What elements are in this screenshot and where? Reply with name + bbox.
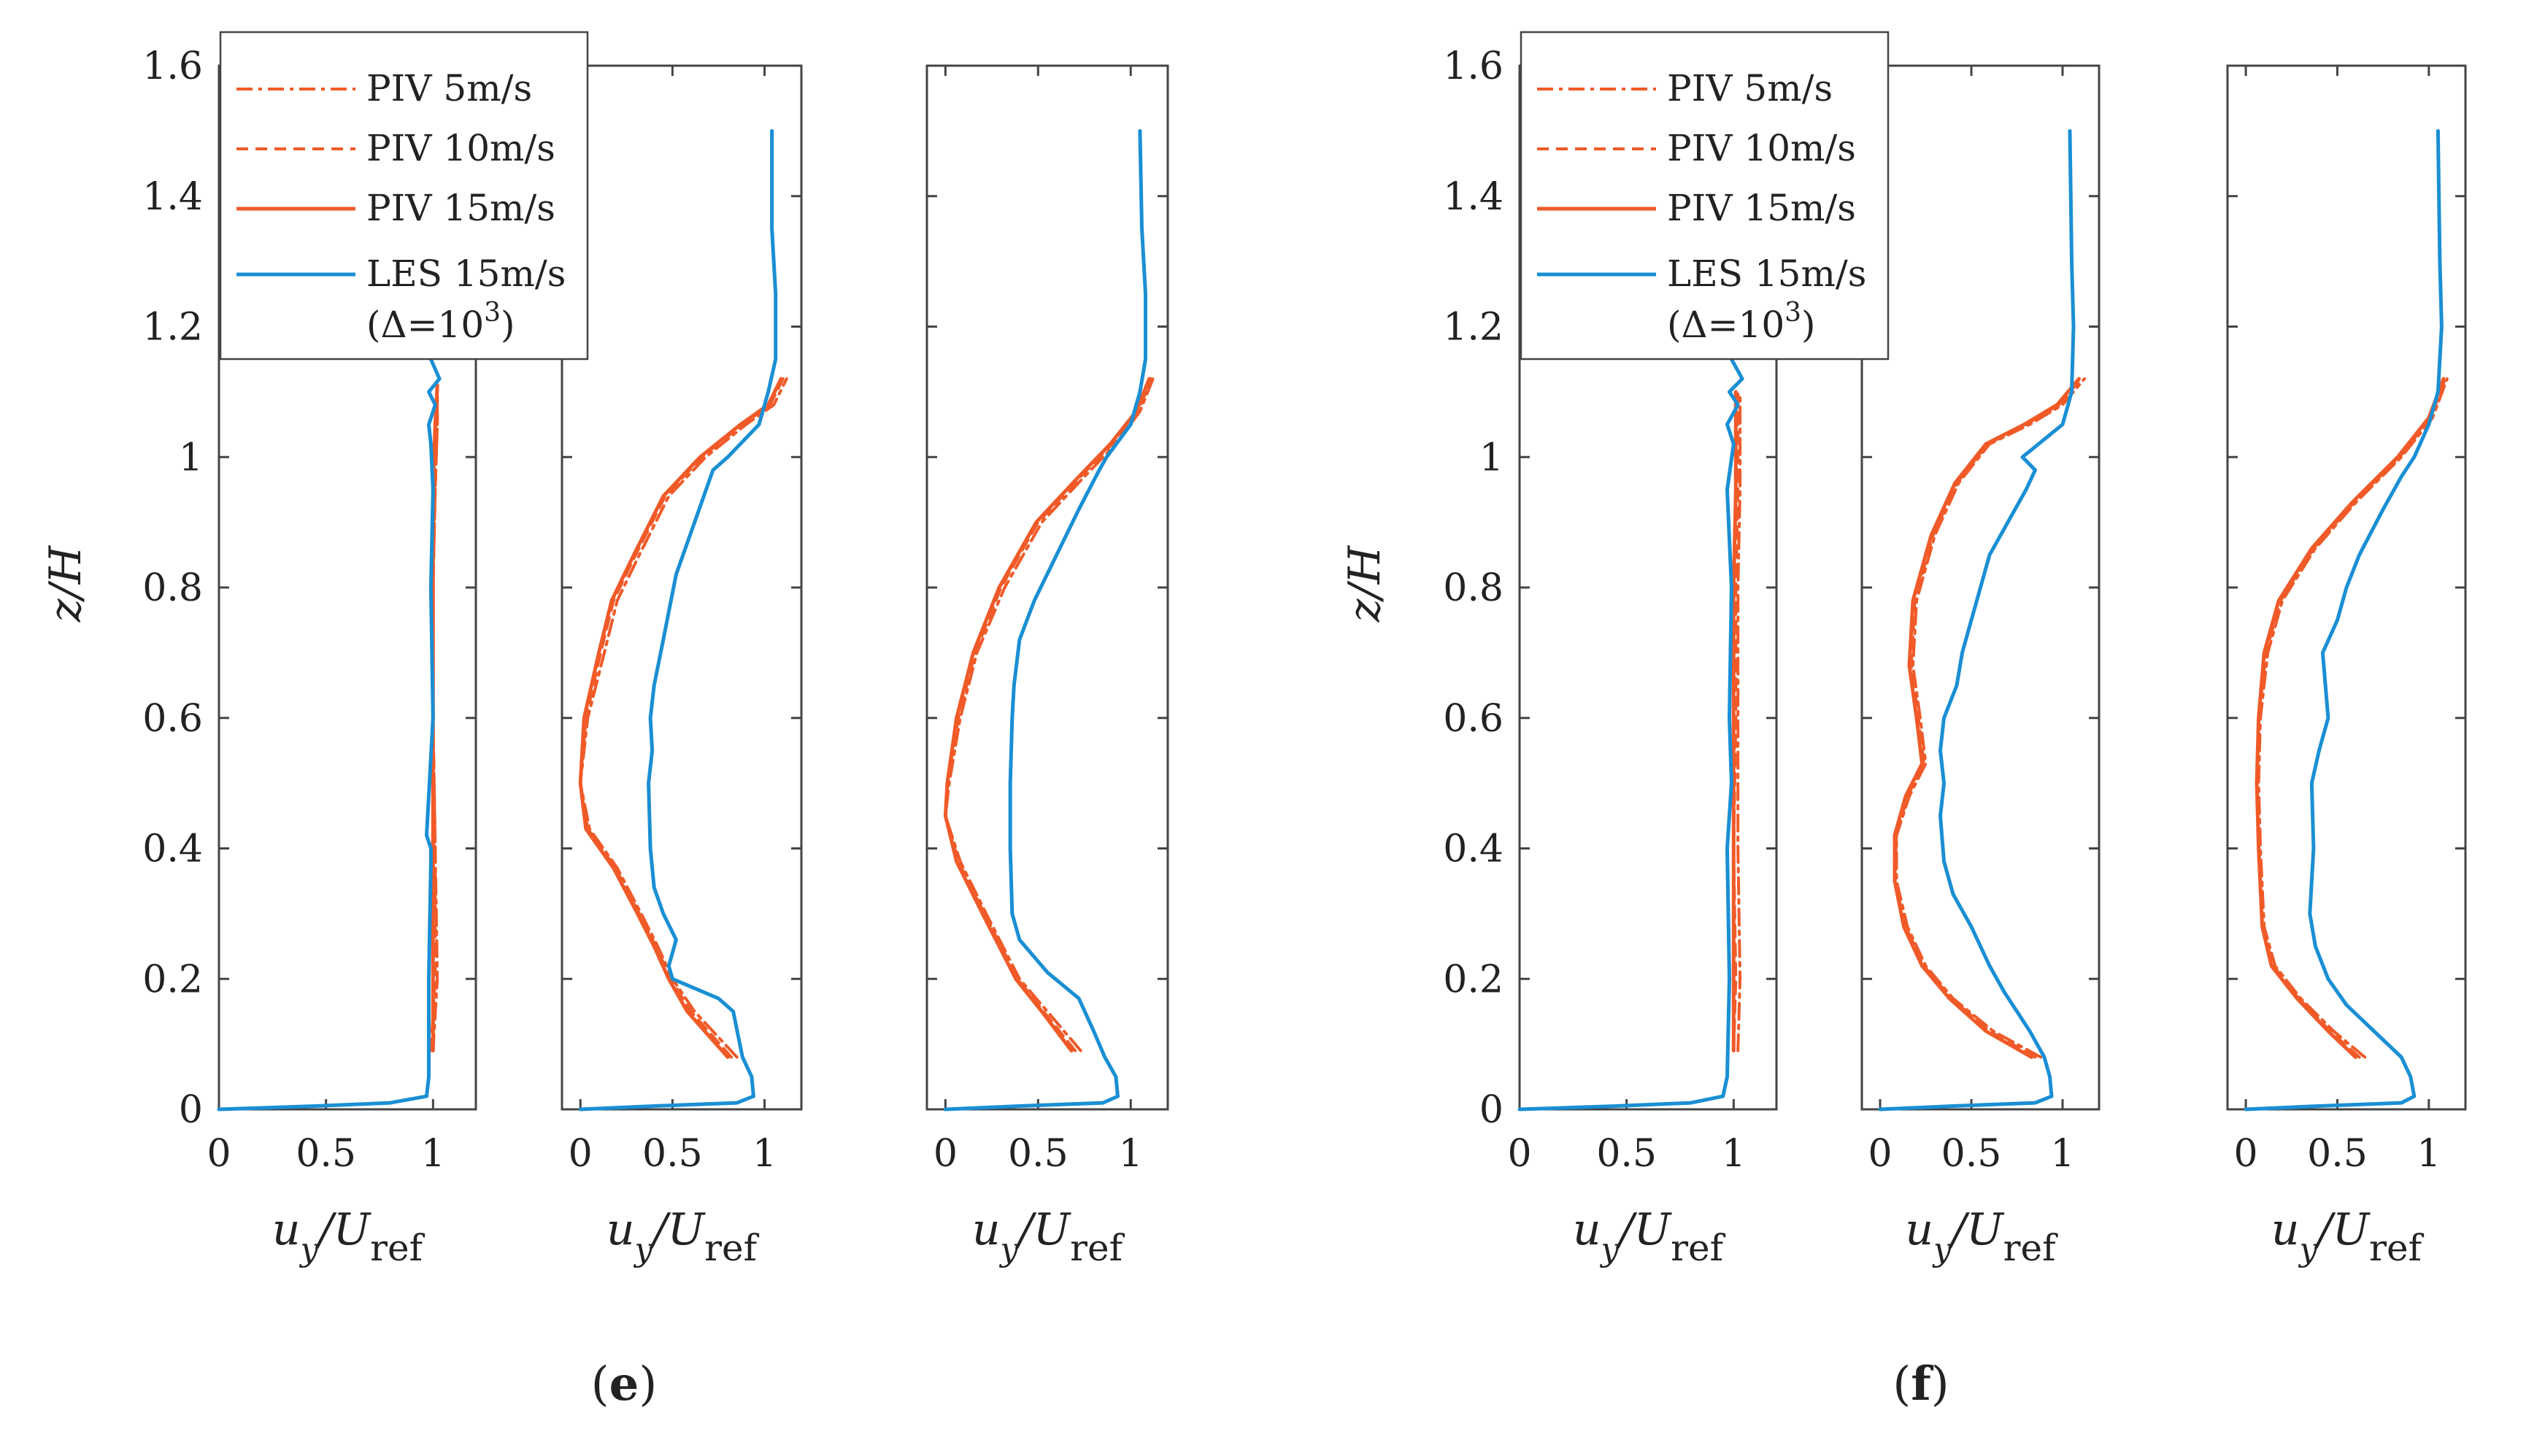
- x-tick-label: 1: [1119, 1132, 1143, 1176]
- y-tick-label: 0.2: [142, 958, 203, 1001]
- legend-label: PIV 10m/s: [1667, 127, 1856, 169]
- series-line-piv-15m-s: [578, 377, 783, 1059]
- y-tick-label: 1.6: [1443, 45, 1503, 88]
- x-axis-label: uy/Uref: [607, 1204, 760, 1269]
- y-tick-label: 1.6: [142, 45, 203, 88]
- axes-box: [925, 64, 1169, 1111]
- y-tick-label: 1: [179, 436, 203, 479]
- subplot-e-2: 0 0.5 1 uy/Uref: [561, 64, 803, 1269]
- series-line-les-15m-s: [578, 128, 778, 1112]
- series-line-piv-10m-s: [944, 377, 1153, 1052]
- series-line-les-15m-s: [943, 128, 1147, 1112]
- x-tick-label: 0: [207, 1132, 231, 1176]
- x-tick-label: 1: [1722, 1132, 1746, 1176]
- series-line-piv-10m-s: [2255, 377, 2447, 1059]
- x-axis-label: uy/Uref: [272, 1204, 426, 1269]
- x-tick-label: 0: [1507, 1132, 1531, 1176]
- legend: PIV 5m/s PIV 10m/s PIV 15m/s LES 15m/s(Δ=10…: [1520, 31, 1890, 361]
- y-tick-label: 1: [1479, 436, 1503, 479]
- legend-label: PIV 5m/s: [366, 67, 532, 109]
- series-line-piv-5m-s: [1895, 377, 2086, 1059]
- series-line-piv-5m-s: [944, 377, 1155, 1052]
- series-line-les-15m-s: [1517, 325, 1744, 1112]
- x-axis-label: uy/Uref: [972, 1204, 1125, 1269]
- series-line-les-15m-s: [1878, 128, 2076, 1112]
- subplot-e-1: 0 0.5 1 0 0.2 0.4 0.6 0.8 1 1.2 1.4 1.6 uy/Uref: [142, 45, 477, 1269]
- y-axis-label: z/H: [40, 544, 91, 623]
- x-tick-label: 1: [752, 1132, 777, 1176]
- y-tick-label: 0.4: [1443, 828, 1503, 871]
- legend-label: PIV 10m/s: [366, 127, 555, 169]
- x-tick-label: 1: [2417, 1132, 2441, 1176]
- legend-label: LES 15m/s: [366, 253, 566, 295]
- series-line-piv-5m-s: [2257, 377, 2449, 1059]
- subplot-e-3: 0 0.5 1 uy/Uref: [925, 64, 1169, 1269]
- x-tick-label: 0: [933, 1132, 958, 1176]
- legend-les-note: (Δ=103): [366, 298, 515, 346]
- x-tick-label: 1: [421, 1132, 445, 1176]
- subplot-f-1: 0 0.5 1 0 0.2 0.4 0.6 0.8 1 1.2 1.4 1.6 uy/Uref: [1443, 45, 1778, 1269]
- x-tick-label: 0.5: [642, 1132, 703, 1176]
- series-line-piv-5m-s: [579, 377, 788, 1059]
- series-line-les-15m-s: [2244, 128, 2444, 1112]
- panel-label: (f): [1893, 1357, 1949, 1411]
- y-tick-label: 0.2: [1443, 958, 1503, 1001]
- series-line-piv-10m-s: [1893, 377, 2082, 1059]
- y-tick-label: 0.4: [142, 828, 203, 871]
- series-line-piv-5m-s: [1736, 390, 1742, 1052]
- x-tick-label: 0.5: [1008, 1132, 1069, 1176]
- y-tick-label: 1.2: [1443, 306, 1503, 350]
- x-tick-label: 0: [1868, 1132, 1892, 1176]
- series-line-piv-15m-s: [943, 377, 1152, 1053]
- x-tick-label: 0.5: [1941, 1132, 2002, 1176]
- legend-label: PIV 5m/s: [1667, 67, 1833, 109]
- y-tick-label: 1.4: [1443, 175, 1503, 219]
- chart-panel-e: 0 0.5 1 0 0.2 0.4 0.6 0.8 1 1.2 1.4 1.6 uy/Uref 0 0.5 1…: [40, 31, 1169, 1411]
- legend-label: LES 15m/s: [1667, 253, 1866, 295]
- y-tick-label: 0.6: [142, 697, 203, 741]
- x-tick-label: 0.5: [1596, 1132, 1657, 1176]
- x-tick-label: 0: [2234, 1132, 2258, 1176]
- chart-panel-f: 0 0.5 1 0 0.2 0.4 0.6 0.8 1 1.2 1.4 1.6 uy/Uref 0 0.5 1…: [1339, 31, 2467, 1411]
- x-axis-label: uy/Uref: [1573, 1204, 1726, 1269]
- y-tick-label: 1.4: [142, 175, 203, 219]
- legend-label: PIV 15m/s: [366, 187, 555, 229]
- x-tick-label: 1: [2050, 1132, 2074, 1176]
- x-axis-label: uy/Uref: [2271, 1204, 2425, 1269]
- legend: PIV 5m/s PIV 10m/s PIV 15m/s LES 15m/s(Δ=10…: [219, 31, 589, 361]
- x-tick-label: 0.5: [296, 1132, 356, 1176]
- legend-box: [1520, 31, 1890, 361]
- series-line-piv-15m-s: [1893, 377, 2081, 1059]
- series-line-piv-15m-s: [1731, 390, 1738, 1053]
- x-tick-label: 0.5: [2307, 1132, 2368, 1176]
- panel-label: (e): [591, 1357, 658, 1411]
- y-tick-label: 0.6: [1443, 697, 1503, 741]
- legend-box: [219, 31, 589, 361]
- x-axis-label: uy/Uref: [1905, 1204, 2058, 1269]
- series-line-piv-15m-s: [2255, 377, 2446, 1059]
- legend-label: PIV 15m/s: [1667, 187, 1856, 229]
- y-tick-label: 0.8: [1443, 566, 1503, 610]
- legend-les-note: (Δ=103): [1667, 298, 1816, 346]
- series-line-les-15m-s: [217, 325, 442, 1112]
- x-tick-label: 0: [569, 1132, 593, 1176]
- subplot-f-2: 0 0.5 1 uy/Uref: [1860, 64, 2101, 1269]
- y-tick-label: 1.2: [142, 306, 203, 350]
- axes-box: [561, 64, 803, 1111]
- y-tick-label: 0: [1479, 1088, 1503, 1132]
- y-axis-label: z/H: [1339, 544, 1390, 623]
- y-tick-label: 0: [179, 1088, 203, 1132]
- subplot-f-3: 0 0.5 1 uy/Uref: [2226, 64, 2467, 1269]
- y-tick-label: 0.8: [142, 566, 203, 610]
